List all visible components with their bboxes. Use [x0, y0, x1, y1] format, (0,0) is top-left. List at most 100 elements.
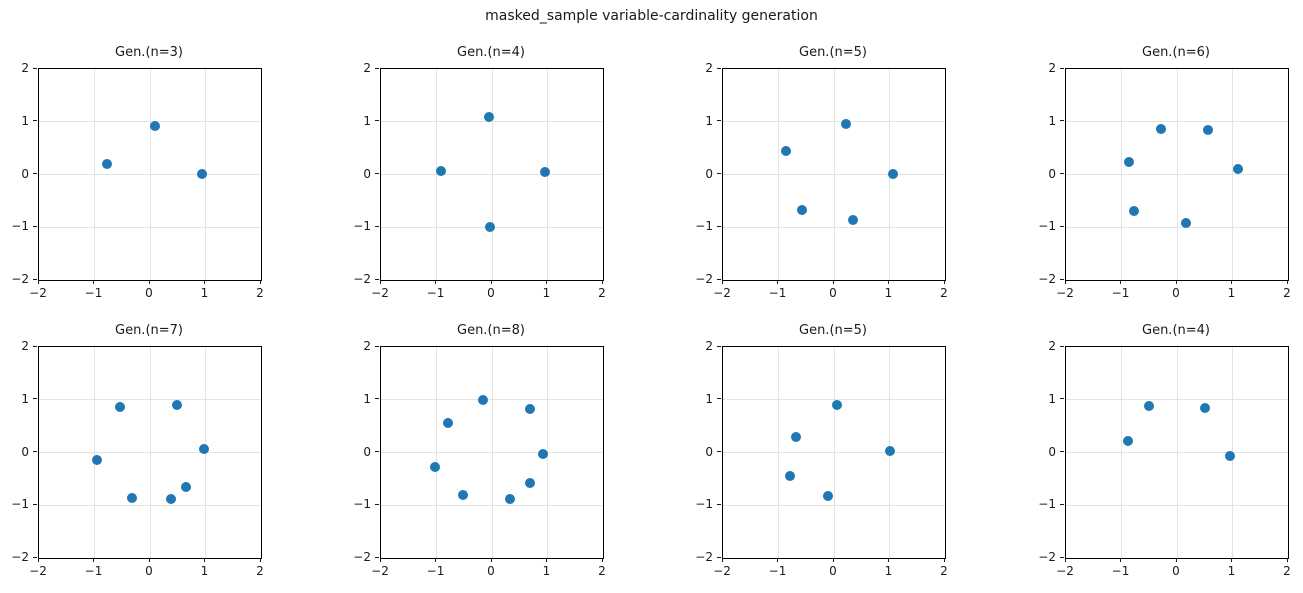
data-point	[505, 493, 516, 504]
y-tick-label: −1	[1038, 219, 1056, 234]
subplot-title: Gen.(n=4)	[457, 45, 525, 60]
plot-area	[1065, 68, 1289, 281]
y-tick	[33, 67, 37, 69]
gridline	[1066, 226, 1288, 228]
x-tick	[435, 280, 436, 284]
x-tick-label: −1	[84, 286, 103, 300]
gridline	[39, 452, 261, 453]
x-tick	[93, 558, 94, 562]
plot-area	[722, 68, 946, 281]
x-tick-label: −2	[713, 564, 731, 578]
gridline	[723, 226, 945, 228]
data-point	[525, 478, 536, 489]
y-tick-label: 2	[21, 339, 29, 353]
data-point	[1199, 402, 1210, 413]
y-tick	[717, 556, 721, 558]
data-point	[1202, 125, 1213, 136]
plot-area	[38, 346, 262, 559]
data-point	[525, 404, 536, 415]
plot-area	[380, 68, 604, 281]
y-tick	[717, 398, 721, 400]
y-tick-label: −1	[353, 497, 371, 512]
x-tick	[259, 280, 261, 284]
x-tick-label: 2	[940, 286, 948, 300]
x-tick	[435, 558, 436, 562]
y-tick-label: 1	[705, 391, 713, 406]
y-tick-label: −2	[695, 550, 713, 564]
y-tick	[1060, 67, 1064, 69]
data-point	[165, 493, 176, 504]
subplot-title: Gen.(n=5)	[799, 323, 867, 338]
data-point	[1180, 217, 1191, 228]
x-tick	[777, 558, 778, 562]
y-tick-label: 0	[1048, 444, 1056, 459]
x-tick	[148, 280, 150, 284]
y-tick-label: 0	[363, 444, 371, 459]
subplot-title: Gen.(n=3)	[115, 45, 183, 60]
x-tick	[888, 280, 889, 284]
x-tick-label: 2	[1283, 564, 1291, 578]
gridline	[723, 452, 945, 453]
x-tick-label: 2	[598, 286, 606, 300]
data-point	[823, 491, 834, 502]
y-tick-label: −2	[1038, 272, 1056, 286]
data-point	[484, 222, 495, 233]
gridline	[381, 121, 603, 123]
x-tick	[1231, 280, 1232, 284]
x-tick-label: −1	[84, 564, 103, 578]
gridline	[723, 504, 945, 506]
x-tick-label: 2	[1283, 286, 1291, 300]
y-tick-label: −2	[695, 272, 713, 286]
figure-title: masked_sample variable-cardinality gener…	[485, 8, 818, 24]
y-tick	[375, 451, 379, 452]
x-tick	[1175, 558, 1177, 562]
y-tick	[33, 225, 37, 227]
x-tick-label: 1	[884, 564, 893, 578]
x-tick	[943, 280, 945, 284]
y-tick	[1060, 120, 1064, 122]
x-tick	[721, 280, 723, 284]
x-tick-label: 1	[542, 286, 551, 300]
x-tick	[37, 558, 39, 562]
x-tick-label: −1	[1111, 564, 1130, 578]
y-tick	[1060, 278, 1064, 280]
x-tick-label: −2	[29, 564, 47, 578]
y-tick-label: 0	[1048, 166, 1056, 181]
y-tick-label: 2	[705, 61, 713, 75]
data-point	[840, 119, 851, 130]
data-point	[796, 204, 807, 215]
data-point	[1224, 451, 1235, 462]
y-tick	[717, 503, 721, 505]
x-tick-label: −1	[426, 564, 445, 578]
x-tick-label: −2	[713, 286, 731, 300]
data-point	[1144, 401, 1155, 412]
y-tick	[33, 503, 37, 505]
gridline	[39, 399, 261, 401]
x-tick-label: −2	[371, 564, 389, 578]
y-tick	[33, 451, 37, 452]
gridline	[381, 174, 603, 175]
subplot-2: Gen.(n=4) −2 −1 0 1 2 −2 −1 0 1 2	[353, 45, 606, 300]
y-tick-label: 1	[363, 113, 371, 128]
y-tick	[33, 556, 37, 558]
y-tick-label: −2	[353, 272, 371, 286]
gridline	[1066, 399, 1288, 401]
x-tick-label: 0	[829, 564, 837, 578]
y-tick	[33, 173, 37, 174]
subplot-title: Gen.(n=7)	[115, 323, 183, 338]
data-point	[790, 432, 801, 443]
y-tick-label: −2	[1038, 550, 1056, 564]
data-point	[884, 445, 895, 456]
x-tick	[601, 558, 603, 562]
y-tick	[717, 345, 721, 347]
y-tick	[1060, 345, 1064, 347]
y-tick-label: −1	[695, 497, 713, 512]
y-tick-label: −2	[11, 272, 29, 286]
y-tick-label: 2	[705, 339, 713, 353]
y-tick-label: 2	[363, 61, 371, 75]
x-tick	[1064, 558, 1066, 562]
subplot-6: Gen.(n=8) −2 −1 0 1 2 −2 −1 0 1 2	[353, 323, 606, 578]
gridline	[39, 504, 261, 506]
x-tick	[93, 280, 94, 284]
